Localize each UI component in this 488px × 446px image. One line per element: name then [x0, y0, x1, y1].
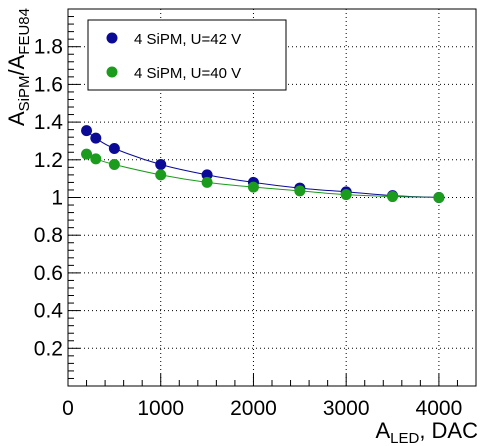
fit-curve-2 — [86, 153, 439, 198]
legend-label: 4 SiPM, U=40 V — [134, 65, 241, 82]
y-tick-label: 0.2 — [34, 337, 63, 360]
data-point — [90, 153, 102, 165]
y-tick-label: 1.8 — [34, 36, 63, 59]
y-axis-title-sub1: SiPM — [16, 75, 33, 111]
data-point — [387, 191, 399, 203]
x-tick-label: 0 — [62, 397, 74, 420]
axis-ticks — [67, 8, 477, 387]
y-axis-title-main: A — [4, 111, 29, 126]
data-point — [201, 169, 213, 181]
data-point — [81, 125, 93, 137]
fit-curve-1 — [86, 130, 439, 198]
data-point — [155, 159, 167, 171]
x-tick-label: 2000 — [230, 397, 277, 420]
data-point — [108, 142, 120, 154]
y-axis-title: ASiPM/AFEU84 — [4, 8, 33, 126]
y-tick-label: 1 — [51, 187, 63, 210]
x-tick-label: 3000 — [323, 397, 370, 420]
data-point — [201, 176, 213, 188]
fit-curves — [86, 130, 439, 198]
y-tick-label: 1.2 — [34, 149, 63, 172]
data-point — [247, 181, 259, 193]
x-axis-title: ALED, DAC — [375, 418, 478, 446]
y-tick-label: 0.4 — [34, 300, 64, 323]
x-axis-title-main: A — [375, 418, 390, 443]
legend-box — [87, 19, 287, 91]
y-tick-label: 0.8 — [34, 224, 63, 247]
y-tick-label: 1.6 — [34, 73, 63, 96]
data-point — [81, 148, 93, 160]
y-axis-title-mid: /A — [4, 54, 29, 75]
data-point — [108, 159, 120, 171]
x-tick-label: 4000 — [416, 397, 463, 420]
x-tick-label: 1000 — [137, 397, 184, 420]
data-point — [294, 185, 306, 197]
data-point — [90, 132, 102, 144]
y-axis-title-sub2: FEU84 — [16, 8, 33, 55]
legend-marker — [106, 66, 118, 78]
data-point — [340, 189, 352, 201]
data-point — [433, 192, 445, 203]
legend-label: 4 SiPM, U=42 V — [134, 31, 241, 48]
y-tick-label: 0.6 — [34, 262, 63, 285]
tick-labels: 0 1000 2000 3000 4000 0.2 0.4 0.6 0.8 1 1.2 1.4 1.6 1… — [34, 36, 462, 420]
legend: 4 SiPM, U=42 V 4 SiPM, U=40 V — [87, 19, 287, 91]
data-point — [155, 169, 167, 181]
y-tick-label: 1.4 — [34, 111, 64, 134]
x-axis-title-sub: LED — [390, 430, 419, 446]
x-axis-title-suffix: , DAC — [419, 418, 478, 443]
legend-marker — [106, 32, 118, 44]
data-points — [81, 125, 445, 203]
